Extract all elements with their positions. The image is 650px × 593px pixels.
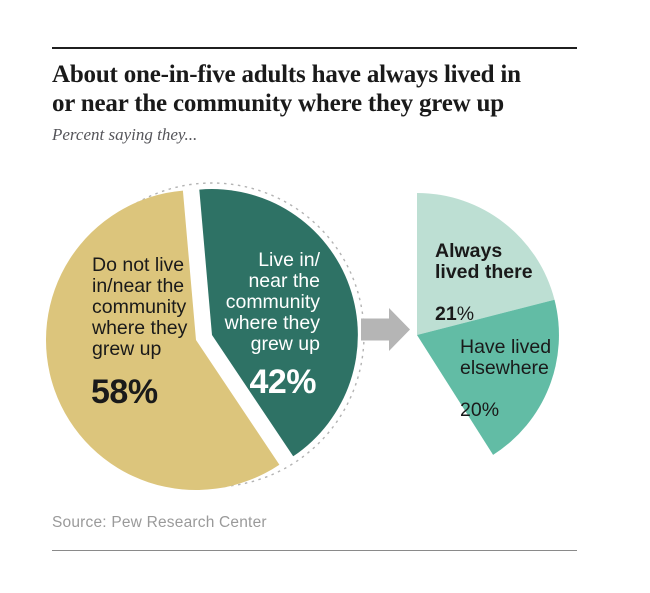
slice-value-always-lived: 21 xyxy=(435,303,457,325)
detail-pie-slice-lived-elsewhere xyxy=(417,299,559,455)
detail-pie-slice-always-lived xyxy=(417,193,555,335)
slice-value-lived-elsewhere: 20% xyxy=(460,399,500,421)
main-pie-slice-live-near xyxy=(199,189,358,457)
slice-value-live-near: 42% xyxy=(249,363,316,401)
slice-label-do-not-live: Do not live in/near the community where … xyxy=(92,254,188,360)
arrow-right-icon xyxy=(361,308,410,351)
page-title: About one-in-five adults have always liv… xyxy=(52,61,521,117)
main-pie-slice-do-not-live xyxy=(45,190,280,491)
slice-label-lived-elsewhere: Have lived elsewhere 20% xyxy=(460,337,551,421)
source-credit: Source: Pew Research Center xyxy=(52,514,267,531)
slice-value-do-not-live: 58% xyxy=(91,373,158,411)
slice-label-live-near: Live in/ near the community where they g… xyxy=(224,249,320,355)
top-divider xyxy=(52,47,577,49)
slice-label-always-lived-text: Always lived there xyxy=(435,240,533,283)
slice-label-lived-elsewhere-text: Have lived elsewhere xyxy=(460,336,552,379)
percent-sign: % xyxy=(456,303,475,325)
bottom-divider xyxy=(52,550,577,552)
chart-subtitle: Percent saying they... xyxy=(52,125,198,144)
slice-label-always-lived: Always lived there 21% xyxy=(435,241,533,325)
